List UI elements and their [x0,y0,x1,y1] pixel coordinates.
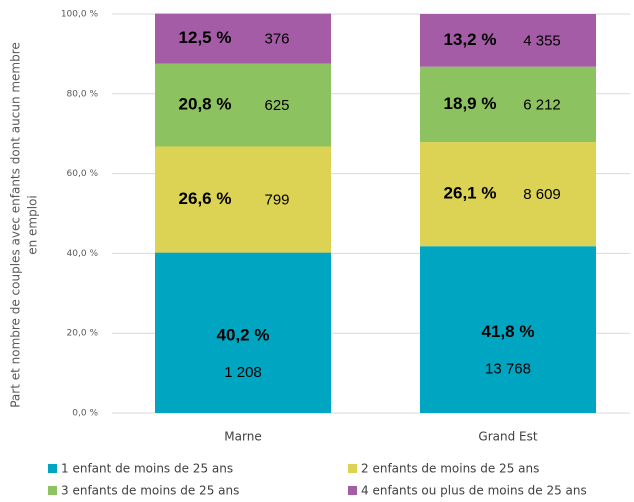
data-label: 26,1 % [444,184,497,203]
count-label: 13 768 [485,361,531,378]
bar-segment [420,142,596,247]
bar-segment [420,246,596,413]
y-tick-label: 40,0 % [67,249,99,259]
count-label: 4 355 [523,32,561,49]
bar-segment [155,252,331,413]
count-label: 625 [264,97,289,114]
x-tick-label: Marne [224,430,261,444]
legend-swatch [48,464,57,473]
y-tick-label: 0,0 % [72,409,98,419]
y-axis-title: Part et nombre de couples avec enfants d… [9,42,23,408]
legend-label: 2 enfants de moins de 25 ans [361,462,539,476]
y-tick-label: 80,0 % [67,89,99,99]
data-label: 18,9 % [444,94,497,113]
bar-segment [155,63,331,147]
data-label: 40,2 % [217,325,270,344]
y-tick-label: 20,0 % [67,329,99,339]
bar-segment [155,146,331,253]
y-axis-title: en emploi [26,195,40,255]
count-label: 6 212 [523,96,561,113]
bar-segment [420,14,596,67]
count-label: 376 [264,31,289,48]
data-label: 12,5 % [179,28,232,47]
bar-segment [155,13,331,64]
data-label: 26,6 % [179,189,232,208]
data-label: 13,2 % [444,30,497,49]
legend-label: 1 enfant de moins de 25 ans [61,462,233,476]
y-tick-label: 60,0 % [67,169,99,179]
data-label: 41,8 % [482,322,535,341]
y-tick-label: 100,0 % [61,10,99,20]
x-tick-label: Grand Est [478,430,537,444]
legend-swatch [348,464,357,473]
data-label: 20,8 % [179,94,232,113]
bar-segment [420,66,596,143]
count-label: 1 208 [224,364,262,381]
legend-label: 4 enfants ou plus de moins de 25 ans [361,484,587,498]
legend-swatch [48,486,57,495]
legend-label: 3 enfants de moins de 25 ans [61,484,239,498]
legend-swatch [348,486,357,495]
count-label: 8 609 [523,186,561,203]
count-label: 799 [264,192,289,209]
